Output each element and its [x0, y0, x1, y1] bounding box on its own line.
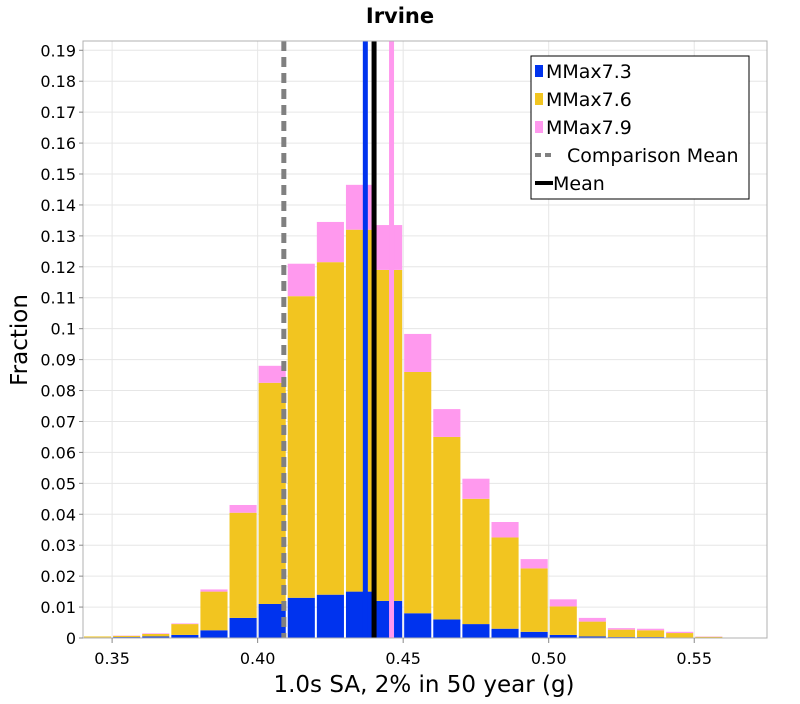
legend-label-mmax7-6: MMax7.6 — [546, 89, 632, 111]
legend-swatch-mmax7-9 — [535, 121, 543, 133]
bar-mmax7-3 — [491, 629, 518, 638]
bar-mmax7-6 — [171, 624, 198, 635]
x-tick-label: 0.55 — [676, 649, 712, 668]
bar-mmax7-9 — [317, 222, 344, 262]
bar-mmax7-3 — [230, 618, 257, 638]
y-tick-label: 0.05 — [40, 474, 76, 493]
bar-mmax7-9 — [142, 633, 169, 634]
y-tick-label: 0.09 — [40, 351, 76, 370]
bar-mmax7-6 — [462, 499, 489, 624]
bar-mmax7-6 — [404, 372, 431, 613]
bar-mmax7-3 — [521, 632, 548, 638]
y-tick-label: 0.16 — [40, 134, 76, 153]
legend-label-comparison-mean: Comparison Mean — [567, 145, 739, 167]
y-tick-label: 0.17 — [40, 103, 76, 122]
y-tick-label: 0.02 — [40, 567, 76, 586]
y-tick-label: 0.14 — [40, 196, 76, 215]
bar-mmax7-6 — [637, 630, 664, 637]
y-tick-label: 0.19 — [40, 41, 76, 60]
bar-mmax7-3 — [288, 598, 315, 638]
y-tick-label: 0.11 — [40, 289, 76, 308]
bar-mmax7-3 — [375, 601, 402, 638]
bar-mmax7-6 — [84, 636, 111, 637]
y-tick-label: 0.04 — [40, 505, 76, 524]
bar-mmax7-3 — [462, 624, 489, 638]
bar-mmax7-6 — [230, 513, 257, 618]
bar-mmax7-9 — [346, 185, 373, 230]
bar-mmax7-6 — [666, 633, 693, 638]
bar-mmax7-9 — [550, 599, 577, 606]
bar-mmax7-6 — [579, 622, 606, 637]
bar-mmax7-9 — [491, 522, 518, 537]
bar-mmax7-9 — [462, 479, 489, 499]
bar-mmax7-3 — [404, 613, 431, 638]
bar-mmax7-6 — [491, 537, 518, 628]
y-tick-label: 0.13 — [40, 227, 76, 246]
x-tick-label: 0.35 — [94, 649, 130, 668]
legend-swatch-mmax7-3 — [535, 65, 543, 77]
bar-mmax7-6 — [375, 270, 402, 601]
legend: MMax7.3 MMax7.6 MMax7.9 Comparison Mean Mean — [531, 56, 749, 199]
bar-mmax7-9 — [521, 559, 548, 568]
y-tick-label: 0.06 — [40, 443, 76, 462]
bar-mmax7-6 — [113, 636, 140, 637]
bar-mmax7-9 — [230, 505, 257, 513]
legend-label-mmax7-9: MMax7.9 — [546, 117, 632, 139]
bar-mmax7-6 — [608, 630, 635, 637]
x-axis-label: 1.0s SA, 2% in 50 year (g) — [273, 672, 574, 698]
bar-mmax7-6 — [317, 262, 344, 595]
bar-mmax7-6 — [521, 568, 548, 631]
bar-mmax7-6 — [433, 437, 460, 620]
bar-mmax7-3 — [346, 592, 373, 638]
y-axis-label: Fraction — [7, 294, 33, 386]
bar-mmax7-9 — [608, 628, 635, 630]
bar-mmax7-6 — [142, 634, 169, 636]
bar-mmax7-9 — [404, 334, 431, 372]
y-tick-label: 0 — [66, 629, 76, 648]
y-tick-label: 0.03 — [40, 536, 76, 555]
bar-mmax7-9 — [288, 264, 315, 296]
bar-mmax7-9 — [666, 632, 693, 633]
bar-mmax7-3 — [200, 630, 227, 638]
y-tick-label: 0.12 — [40, 258, 76, 277]
legend-label-mean: Mean — [553, 173, 605, 195]
bar-mmax7-6 — [346, 230, 373, 592]
bar-mmax7-9 — [637, 629, 664, 631]
x-tick-label: 0.45 — [385, 649, 421, 668]
y-tick-label: 0.1 — [51, 320, 76, 339]
bar-mmax7-9 — [200, 589, 227, 591]
chart-title: Irvine — [366, 4, 434, 28]
bar-mmax7-6 — [200, 592, 227, 631]
bar-mmax7-3 — [317, 595, 344, 638]
x-tick-label: 0.40 — [240, 649, 276, 668]
x-tick-label: 0.50 — [531, 649, 567, 668]
bar-mmax7-6 — [288, 296, 315, 598]
legend-label-mmax7-3: MMax7.3 — [546, 61, 632, 83]
legend-swatch-mmax7-6 — [535, 93, 543, 105]
y-tick-label: 0.08 — [40, 382, 76, 401]
bar-mmax7-9 — [375, 225, 402, 270]
bar-mmax7-9 — [579, 618, 606, 622]
bar-mmax7-6 — [550, 606, 577, 634]
bar-mmax7-3 — [433, 619, 460, 638]
y-tick-label: 0.01 — [40, 598, 76, 617]
y-tick-label: 0.15 — [40, 165, 76, 184]
y-tick-label: 0.07 — [40, 412, 76, 431]
bar-mmax7-9 — [171, 623, 198, 624]
bar-mmax7-9 — [433, 409, 460, 437]
y-tick-label: 0.18 — [40, 72, 76, 91]
